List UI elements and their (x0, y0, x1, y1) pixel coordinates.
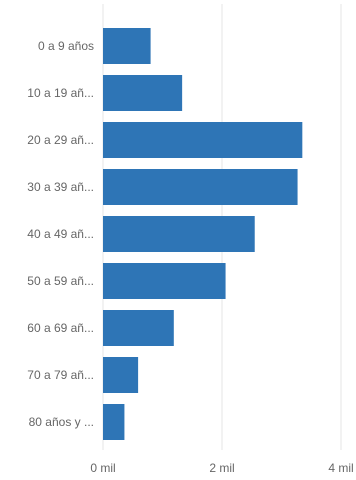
category-label-7: 70 a 79 añ... (27, 368, 94, 382)
category-label-2: 20 a 29 añ... (27, 133, 94, 147)
bar-6[interactable] (103, 310, 174, 346)
x-tick-label-2: 4 mil (328, 461, 353, 475)
category-label-3: 30 a 39 añ... (27, 180, 94, 194)
bar-1[interactable] (103, 75, 183, 111)
bar-5[interactable] (103, 263, 226, 299)
x-tick-label-0: 0 mil (90, 461, 115, 475)
category-labels: 0 a 9 años 10 a 19 añ... 20 a 29 añ... 30 a… (27, 39, 94, 429)
bar-4[interactable] (103, 216, 255, 252)
bar-3[interactable] (103, 169, 298, 205)
bar-0[interactable] (103, 28, 151, 64)
category-label-5: 50 a 59 añ... (27, 274, 94, 288)
bars (103, 28, 303, 440)
bar-8[interactable] (103, 404, 125, 440)
category-label-8: 80 años y ... (29, 415, 94, 429)
category-label-4: 40 a 49 añ... (27, 227, 94, 241)
category-label-1: 10 a 19 añ... (27, 86, 94, 100)
bar-7[interactable] (103, 357, 139, 393)
x-tick-label-1: 2 mil (209, 461, 234, 475)
category-label-6: 60 a 69 añ... (27, 321, 94, 335)
bar-2[interactable] (103, 122, 303, 158)
x-axis-tick-labels: 0 mil 2 mil 4 mil (90, 461, 353, 475)
category-label-0: 0 a 9 años (38, 39, 94, 53)
